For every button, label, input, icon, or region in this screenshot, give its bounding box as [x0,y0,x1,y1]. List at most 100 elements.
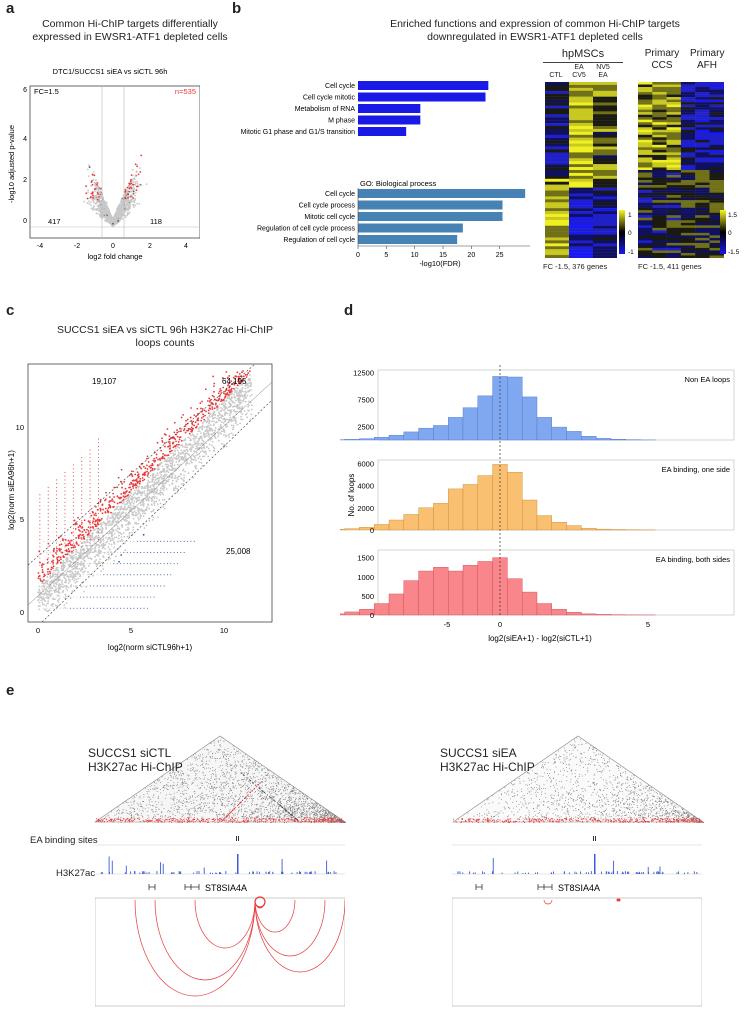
hic-triangle-left [94,735,346,823]
e-left-title: SUCCS1 siCTL H3K27ac Hi-ChIP [88,746,183,774]
bar-go-bars-3 [358,223,463,233]
b-xtick: 20 [467,252,475,259]
hist-bar-0-9 [447,417,464,441]
hist-bar-1-2 [344,528,360,531]
ea-site [238,836,239,841]
hic-triangle-right [452,735,704,823]
a-ytick: 6 [23,87,27,94]
volcano-frame [29,85,200,239]
hist-bar-2-5 [388,593,405,616]
c-xlabel: log2(norm siCTL96h+1) [108,643,193,652]
primary-scale-mid: 0 [728,230,732,237]
e-left-title-line1: SUCCS1 siCTL [88,746,172,760]
panel-b-title-line2: downregulated in EWSR1-ATF1 depleted cel… [427,31,643,43]
bar-go-bars-1 [358,200,503,210]
hist-bar-2-19 [596,614,612,616]
tracks-left: ST8SIA4A [95,836,345,1007]
hist-bar-2-10 [462,565,479,616]
hist-bar-2-17 [566,612,582,616]
d-ytick: 7500 [357,396,374,405]
panel-label-d: d [344,302,354,319]
hist-bar-0-4 [374,437,390,441]
track-label-ea: EA binding sites [30,835,98,846]
c-xtick: 5 [129,626,133,635]
d-ytick: 0 [370,526,374,535]
d-ytick: 500 [361,592,374,601]
primary-scale-min: -1.5 [728,249,740,256]
go-title: GO: Biological process [360,179,437,188]
a-xlabel: log2 fold change [87,252,142,261]
hist-bar-1-8 [433,503,449,531]
primary-heatmap [638,82,724,258]
a-ylabel: -log10 adjusted p-value [7,125,16,203]
d-xtick: -5 [444,620,451,629]
bar-label: Cell cycle mitotic [303,95,356,102]
a-ytick: 0 [23,218,27,225]
c-ylabel: log2(norm siEA96h+1) [7,450,16,530]
b-xtick: 5 [384,252,388,259]
volcano-plot: DTC1/SUCCS1 siEA vs siCTL 96h FC=1.5 n=5… [7,67,200,261]
a-ytick: 4 [23,136,27,143]
panel-c-title-line1: SUCCS1 siEA vs siCTL 96h H3K27ac Hi-ChIP [56,324,274,336]
panel-label-b: b [232,0,242,17]
hist-bar-2-8 [433,567,449,616]
hpmsc-heatmap [545,82,617,258]
bar-label: Mitotic G1 phase and G1/S transition [241,129,355,136]
hist-bar-1-4 [374,524,390,531]
hist-bar-1-14 [521,499,538,531]
primary-afh-label: Primary AFH [690,48,725,71]
hist-bar-1-10 [462,484,479,531]
c-ytick: 10 [16,423,24,432]
primary-caption: FC -1.5, 411 genes [638,262,702,271]
a-xtick: 2 [148,243,152,250]
c-xtick: 10 [220,626,228,635]
hist-title-1: EA binding, one side [662,465,730,474]
bar-label: Cell cycle process [299,203,356,210]
fc-note: FC=1.5 [34,87,59,96]
panel-c-title-line2: loops counts [135,337,195,349]
bar-reactome-bars-2 [358,104,421,113]
hist-title-2: EA binding, both sides [656,555,730,564]
d-ytick: 0 [370,611,374,620]
hist-bar-2-4 [374,603,390,616]
panel-label-e: e [6,682,15,699]
n-note: n=535 [175,87,196,96]
d-xlabel: log2(siEA+1) - log2(siCTL+1) [488,634,592,643]
d-ytick: 1500 [357,554,374,563]
d-ytick: 2500 [357,423,374,432]
d-ytick: 1000 [357,573,374,582]
hist-bar-2-11 [477,561,493,616]
d-ytick: 6000 [357,459,374,468]
panel-b-title-line1: Enriched functions and expression of com… [390,18,680,30]
a-xtick: -4 [37,243,43,250]
b-xtick: 25 [496,252,504,259]
gene-label-left: ST8SIA4A [205,883,247,893]
a-ytick: 2 [23,177,27,184]
panel-a-title-line1: Common Hi-ChIP targets differentially [42,18,218,30]
hist-title-0: Non EA loops [685,375,731,384]
bar-label: Cell cycle [325,191,355,198]
ea-site [595,836,596,841]
hpmsc-col-ea-cv5: EA CV5 [572,64,586,79]
hist-bar-2-15 [536,603,553,616]
ea-site [236,836,237,841]
count-top-right: 64,195 [222,377,247,386]
primary-scale-max: 1.5 [728,212,737,219]
hist-bar-0-3 [359,438,375,441]
bar-label: Cell cycle [325,83,355,90]
volcano-points [83,154,148,228]
hist-bar-1-7 [418,507,434,531]
hpmsc-title: hpMSCs [561,48,605,60]
d-ytick: 12500 [353,369,374,378]
hist-bar-1-19 [596,528,612,531]
gene-label-right: ST8SIA4A [558,883,600,893]
scatter-points [37,370,253,613]
loops-scatter: 19,107 64,195 25,008 0 5 10 0 5 10 log2(… [7,363,273,652]
hist-bar-1-11 [477,475,493,531]
hpmsc-scale-max: 1 [628,212,632,219]
d-xtick: 5 [646,620,650,629]
hist-bar-0-11 [477,395,493,441]
hist-bar-1-5 [388,519,405,531]
hpmsc-col-ctl: CTL [549,72,563,79]
tracks-right: ST8SIA4A [452,836,702,1007]
